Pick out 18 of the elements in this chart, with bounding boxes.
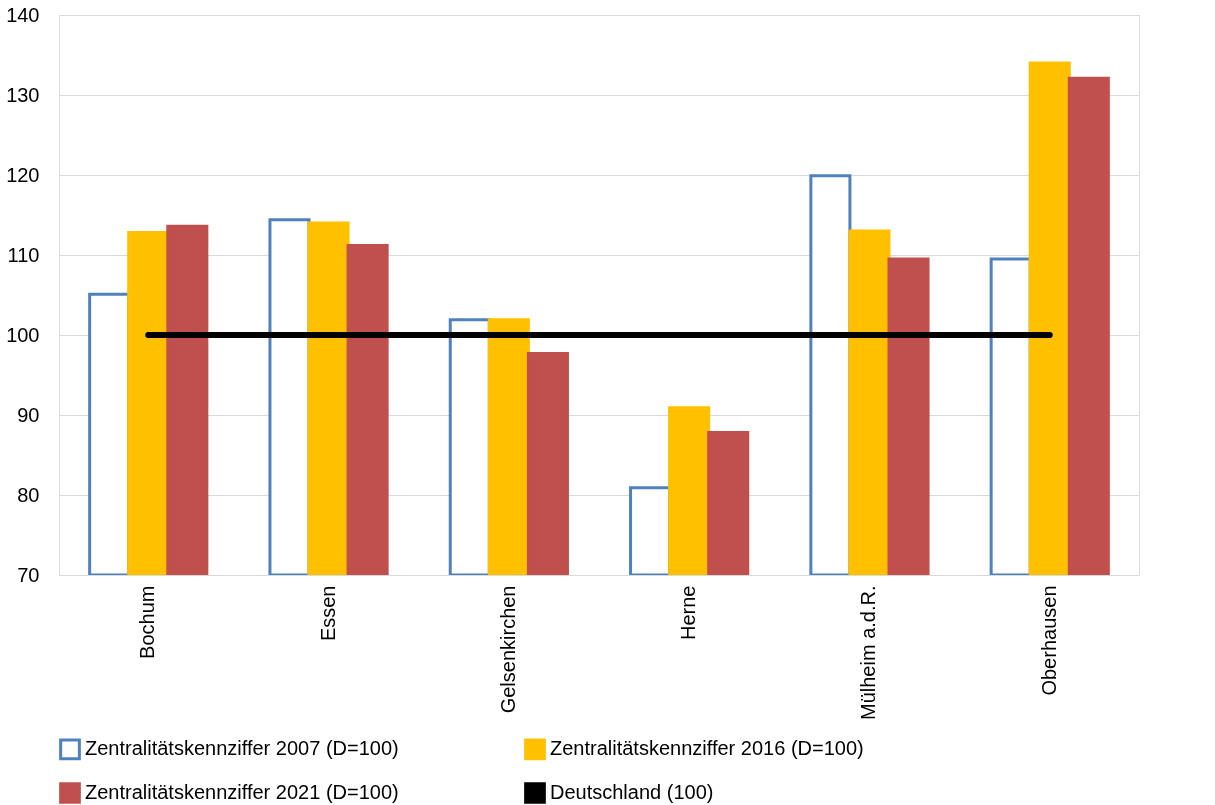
y-tick-label: 90	[17, 403, 40, 426]
legend-label: Zentralitätskennziffer 2007 (D=100)	[85, 737, 399, 760]
x-tick-label: Bochum	[136, 585, 159, 659]
x-tick-label: Mülheim a.d.R.	[857, 585, 880, 720]
x-tick-label: Gelsenkirchen	[496, 585, 519, 714]
legend-label: Deutschland (100)	[550, 781, 714, 803]
x-tick-label: Herne	[677, 585, 700, 640]
y-tick-label: 130	[6, 83, 40, 106]
legend-label: Zentralitätskennziffer 2016 (D=100)	[550, 737, 864, 760]
y-tick-label: 120	[6, 163, 40, 186]
y-tick-label: 110	[7, 243, 40, 266]
legend-label: Zentralitätskennziffer 2021 (D=100)	[85, 781, 399, 803]
y-tick-label: 80	[17, 483, 40, 506]
y-tick-label: 140	[6, 3, 40, 26]
x-tick-label: Oberhausen	[1037, 585, 1060, 696]
y-tick-label: 70	[17, 563, 40, 586]
y-tick-label: 100	[6, 323, 40, 346]
x-tick-label: Essen	[316, 585, 339, 642]
